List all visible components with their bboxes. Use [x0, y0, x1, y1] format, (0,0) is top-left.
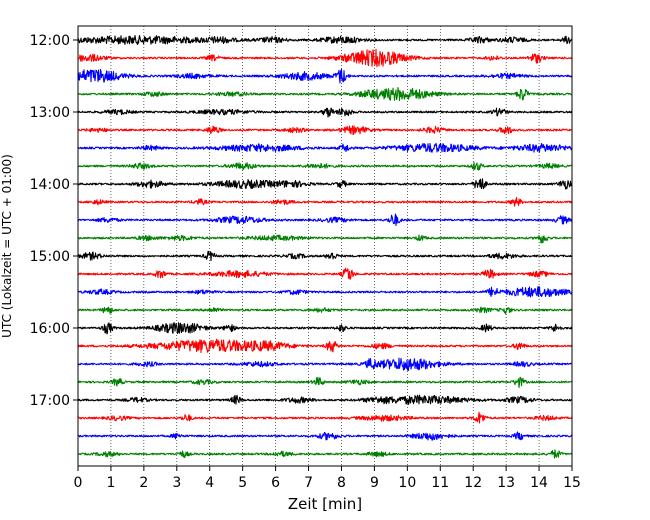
plot-frame: [77, 25, 573, 467]
trace-1730: [77, 431, 573, 441]
trace-1415: [77, 196, 573, 207]
trace-1500: [77, 250, 573, 262]
x-tick-label: 8: [337, 475, 346, 491]
x-tick-label: 5: [238, 475, 247, 491]
x-tick-label: 14: [530, 475, 548, 491]
y-axis-label: UTC (Lokalzeit = UTC + 01:00): [0, 154, 14, 338]
trace-1700: [77, 394, 573, 405]
x-tick-label: 2: [139, 475, 148, 491]
x-tick-label: 9: [370, 475, 379, 491]
y-tick-label: 16:00: [30, 321, 70, 337]
x-axis-label: Zeit [min]: [288, 495, 362, 513]
x-tick-label: 12: [464, 475, 482, 491]
trace-1745: [77, 449, 573, 459]
trace-1315: [77, 125, 573, 135]
trace-1530: [77, 286, 573, 298]
y-tick-label: 17:00: [30, 393, 70, 409]
trace-1245: [77, 87, 573, 102]
trace-1230: [77, 68, 573, 84]
trace-1400: [77, 178, 573, 190]
x-tick-label: 1: [106, 475, 115, 491]
x-tick-label: 4: [205, 475, 214, 491]
trace-1430: [77, 213, 573, 226]
x-tick-label: 6: [271, 475, 280, 491]
trace-1215: [77, 48, 573, 68]
trace-1715: [77, 411, 573, 424]
y-tick-label: 14:00: [30, 177, 70, 193]
trace-1445: [77, 234, 573, 244]
x-axis-ticks: 0 1 2 3 4 5 6 7 8 9 10 11 12 13 14 15: [74, 466, 581, 491]
trace-1645: [77, 376, 573, 389]
y-tick-label: 12:00: [30, 33, 70, 49]
x-tick-label: 15: [563, 475, 581, 491]
trace-1345: [77, 161, 573, 171]
x-tick-label: 7: [304, 475, 313, 491]
x-tick-label: 11: [431, 475, 449, 491]
trace-1630: [77, 357, 573, 372]
grid-lines: [110, 26, 540, 466]
seismogram-traces: [77, 35, 573, 459]
x-tick-label: 13: [497, 475, 515, 491]
trace-1615: [77, 338, 573, 354]
trace-1600: [77, 322, 573, 335]
x-tick-label: 0: [74, 475, 83, 491]
trace-1330: [77, 142, 573, 153]
trace-1515: [77, 267, 573, 280]
x-tick-label: 10: [398, 475, 416, 491]
x-tick-label: 3: [172, 475, 181, 491]
trace-1200: [77, 35, 573, 46]
trace-1300: [77, 107, 573, 118]
trace-1545: [77, 306, 573, 315]
y-axis-ticks: 12:00 13:00 14:00 15:00 16:00 17:00: [30, 33, 78, 409]
y-tick-label: 15:00: [30, 249, 70, 265]
y-tick-label: 13:00: [30, 105, 70, 121]
